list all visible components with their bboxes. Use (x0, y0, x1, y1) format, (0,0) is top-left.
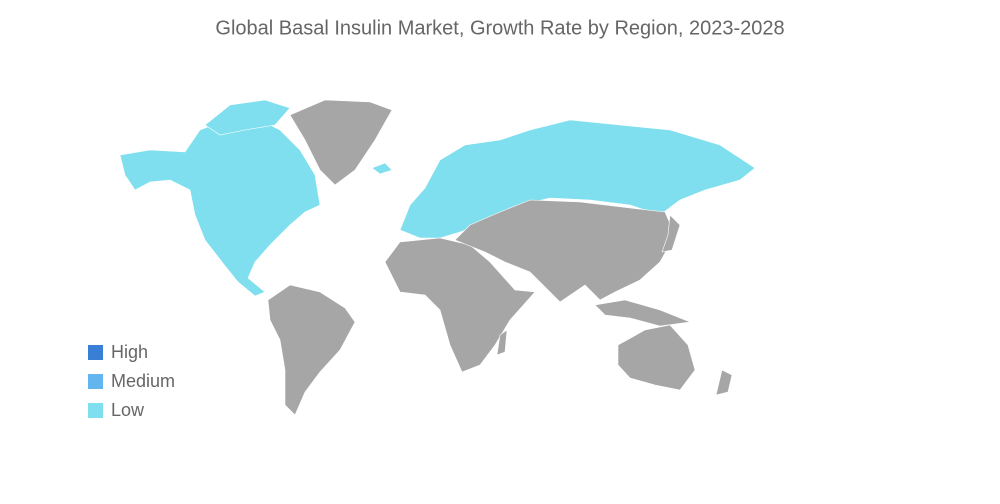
legend-swatch (88, 345, 103, 360)
legend-label: Medium (111, 371, 175, 391)
legend: High Medium Low (88, 342, 175, 420)
madagascar (496, 329, 508, 356)
title: Global Basal Insulin Market, Growth Rate… (215, 17, 784, 39)
legend-label: High (111, 342, 148, 362)
greenland (289, 99, 393, 186)
southeast-asia (594, 299, 692, 327)
asia (454, 199, 676, 303)
south-america (267, 284, 356, 416)
world-map (119, 99, 756, 416)
africa (384, 237, 536, 373)
australia (617, 324, 696, 391)
legend-swatch (88, 403, 103, 418)
legend-label: Low (111, 400, 145, 420)
canadian-islands (204, 99, 291, 136)
japan (661, 214, 681, 253)
iceland (371, 162, 393, 175)
new-zealand (715, 369, 733, 396)
legend-swatch (88, 374, 103, 389)
north-america (119, 117, 321, 297)
